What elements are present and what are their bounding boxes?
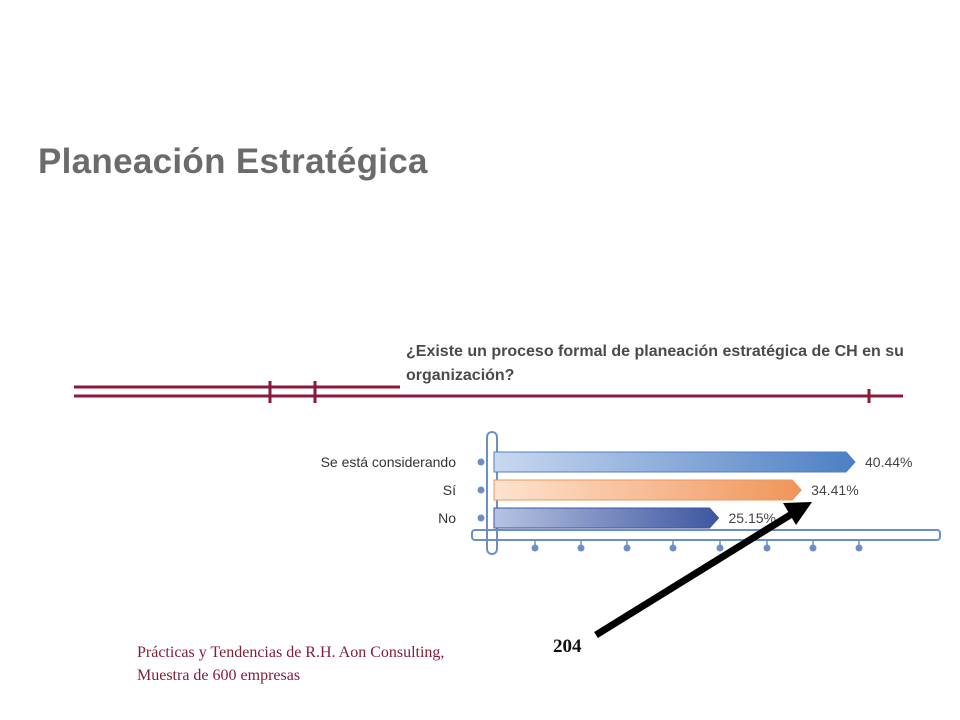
bars: Se está considerando 40.44% Sí 34.41% No 25.1… xyxy=(321,451,912,529)
x-tick xyxy=(716,544,724,552)
decorative-rule xyxy=(74,381,903,403)
callout-number: 204 xyxy=(553,636,582,657)
x-tick xyxy=(763,544,771,552)
bar-1 xyxy=(493,451,856,473)
source-note: Prácticas y Tendencias de R.H. Aon Consu… xyxy=(137,644,445,684)
callout-arrow xyxy=(594,502,812,638)
x-tick xyxy=(577,544,585,552)
value-label: 34.41% xyxy=(811,482,858,498)
bar-2 xyxy=(493,479,802,501)
x-tick xyxy=(531,544,539,552)
category-label: No xyxy=(438,510,456,526)
x-axis-ticks xyxy=(531,540,863,552)
x-tick xyxy=(855,544,863,552)
chart-question: ¿Existe un proceso formal de planeación … xyxy=(406,343,904,384)
value-label: 25.15% xyxy=(729,510,776,526)
value-label: 40.44% xyxy=(865,454,912,470)
category-label: Se está considerando xyxy=(321,454,457,470)
x-tick xyxy=(809,544,817,552)
bar-3 xyxy=(493,507,720,529)
x-tick xyxy=(669,544,677,552)
category-marker xyxy=(477,514,485,522)
category-label: Sí xyxy=(443,482,456,498)
x-tick xyxy=(623,544,631,552)
category-marker xyxy=(477,486,485,494)
category-marker xyxy=(477,458,485,466)
page-title: Planeación Estratégica xyxy=(38,142,428,181)
